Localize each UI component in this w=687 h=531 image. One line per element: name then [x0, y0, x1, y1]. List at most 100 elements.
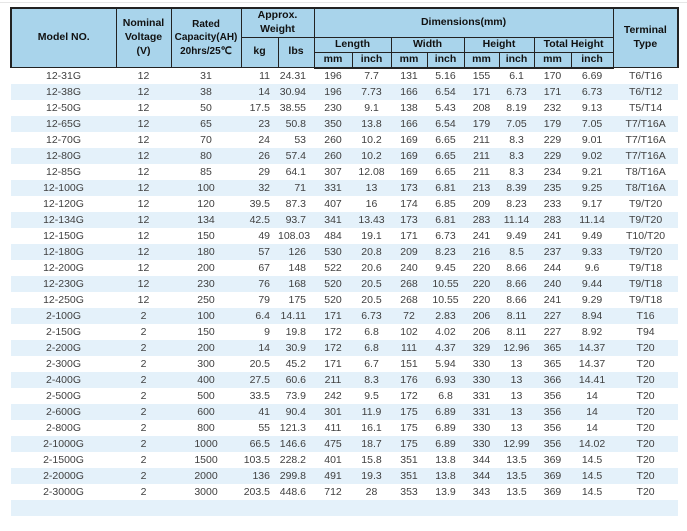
- cell-length-inch: 18.7: [361, 437, 382, 450]
- cell-weight-kg: 11: [259, 69, 270, 82]
- header-length-mm: mm: [313, 51, 353, 69]
- cell-height-inch: 8.5: [509, 245, 524, 258]
- page-top-divider: [0, 2, 687, 3]
- cell-total-height-mm: 241: [543, 229, 562, 242]
- cell-width-mm: 175: [400, 437, 418, 450]
- cell-weight-kg: 103.5: [243, 453, 270, 466]
- cell-length-mm: 307: [324, 165, 342, 178]
- cell-width-inch: 6.85: [435, 197, 456, 210]
- cell-weight-kg: 14: [258, 341, 270, 354]
- cell-length-inch: 16: [365, 197, 378, 210]
- cell-height-mm: 208: [472, 101, 491, 114]
- cell-weight-lbs: 87.3: [285, 197, 307, 210]
- cell-width-mm: 268: [400, 293, 418, 306]
- cell-rated-capacity: 200: [197, 261, 215, 274]
- cell-weight-kg: 203.5: [243, 485, 270, 498]
- cell-model-no: 12-180G: [43, 245, 84, 258]
- cell-weight-kg: 55: [258, 421, 270, 434]
- table-row: 12-134G 12 134 42.5 93.7 341 13.43 173 6.81 283 11…: [11, 211, 679, 228]
- cell-rated-capacity: 134: [197, 213, 215, 226]
- cell-length-inch: [352, 500, 391, 516]
- cell-model-no: 12-31G: [45, 69, 82, 82]
- cell-total-height-inch: 9.21: [581, 165, 603, 178]
- cell-weight-kg: 136: [252, 469, 270, 482]
- cell-terminal-type: T20: [636, 485, 655, 498]
- cell-total-height-mm: 233: [543, 197, 562, 210]
- cell-length-mm: 242: [324, 389, 342, 402]
- cell-width-inch: [427, 500, 464, 516]
- cell-total-height-mm: 356: [543, 437, 562, 450]
- cell-width-mm: 169: [400, 149, 418, 162]
- cell-height-mm: 241: [472, 229, 491, 242]
- cell-height-mm: 155: [472, 70, 491, 83]
- cell-rated-capacity: 50: [200, 101, 212, 114]
- cell-weight-kg: 6.4: [255, 309, 270, 322]
- cell-height-mm: 220: [472, 293, 491, 306]
- table-row: 2-300G 2 300 20.5 45.2 171 6.7 151 5.94 330 13 365 1…: [11, 356, 678, 372]
- header-kg: kg: [240, 36, 279, 69]
- cell-weight-kg: 29: [258, 165, 270, 178]
- cell-length-inch: 13.8: [361, 117, 382, 130]
- cell-model-no: 12-80G: [45, 149, 82, 162]
- cell-terminal-type: T20: [636, 341, 655, 354]
- cell-nominal-voltage: 2: [140, 469, 147, 482]
- cell-weight-lbs: 38.55: [279, 101, 307, 114]
- cell-length-inch: 10.2: [361, 149, 382, 162]
- cell-height-inch: 13.5: [506, 485, 527, 498]
- cell-nominal-voltage: 12: [137, 229, 150, 242]
- cell-weight-lbs: 146.6: [279, 437, 307, 450]
- cell-terminal-type: T16: [636, 309, 655, 322]
- cell-terminal-type: T20: [636, 469, 655, 482]
- cell-weight-lbs: 53: [294, 133, 307, 146]
- cell-weight-lbs: 148: [288, 261, 307, 274]
- cell-height-mm: 329: [472, 341, 491, 354]
- cell-weight-lbs: 121.3: [279, 421, 307, 434]
- cell-terminal-type: T8/T16A: [625, 181, 666, 194]
- cell-terminal-type: T8/T16A: [625, 165, 666, 178]
- cell-nominal-voltage: 12: [137, 165, 150, 178]
- cell-length-mm: 172: [324, 325, 342, 338]
- cell-length-mm: 350: [324, 117, 342, 130]
- cell-width-mm: 240: [400, 261, 418, 274]
- header-terminal-type: Terminal Type: [612, 7, 680, 69]
- cell-height-inch: 11.14: [503, 213, 530, 226]
- cell-nominal-voltage: 12: [137, 197, 150, 210]
- cell-height-inch: 8.11: [506, 325, 527, 338]
- cell-width-inch: 6.93: [435, 373, 456, 386]
- table-row: 12-250G 12 250 79 175 520 20.5 268 10.55 220 8.66 2…: [11, 292, 678, 308]
- cell-height-mm: 344: [472, 453, 491, 466]
- cell-nominal-voltage: 12: [137, 133, 150, 146]
- cell-nominal-voltage: 12: [137, 181, 150, 194]
- cell-total-height-inch: 14.37: [578, 357, 606, 370]
- cell-length-mm: 331: [324, 181, 342, 194]
- cell-length-inch: 20.6: [361, 261, 382, 274]
- cell-height-mm: 216: [472, 245, 491, 258]
- cell-width-mm: 138: [400, 101, 418, 114]
- cell-total-height-inch: 11.14: [579, 213, 605, 226]
- cell-length-inch: 6.8: [364, 325, 379, 338]
- cell-height-mm: 211: [473, 165, 490, 178]
- cell-model-no: 12-250G: [43, 293, 84, 306]
- cell-width-inch: 6.89: [435, 421, 456, 434]
- cell-width-mm: 268: [400, 277, 418, 290]
- header-total-height: Total Height: [533, 36, 614, 53]
- cell-total-height-inch: 14.37: [578, 341, 606, 354]
- cell-length-mm: 260: [324, 133, 342, 146]
- cell-rated-capacity: 65: [200, 117, 212, 130]
- cell-terminal-type: T6/T12: [628, 85, 663, 98]
- cell-total-height-mm: 232: [543, 101, 562, 114]
- cell-weight-lbs: 64.1: [285, 165, 307, 178]
- cell-nominal-voltage: 12: [137, 85, 150, 98]
- cell-width-inch: 13.8: [435, 453, 456, 466]
- cell-nominal-voltage: 2: [140, 437, 147, 450]
- header-rated-capacity: Rated Capacity(AH) 20hrs/25℃: [170, 7, 242, 69]
- cell-height-inch: 7.05: [506, 117, 527, 130]
- cell-weight-kg: 20.5: [249, 357, 270, 370]
- cell-width-mm: 173: [400, 181, 418, 194]
- cell-total-height-mm: [534, 500, 571, 516]
- cell-height-inch: 12.96: [503, 341, 530, 354]
- table-row: 12-50G 12 50 17.5 38.55 230 9.1 138 5.43 208 8.19 2…: [11, 100, 678, 116]
- cell-total-height-mm: 179: [543, 117, 562, 130]
- cell-nominal-voltage: 2: [140, 405, 147, 418]
- cell-width-inch: 8.23: [435, 245, 456, 258]
